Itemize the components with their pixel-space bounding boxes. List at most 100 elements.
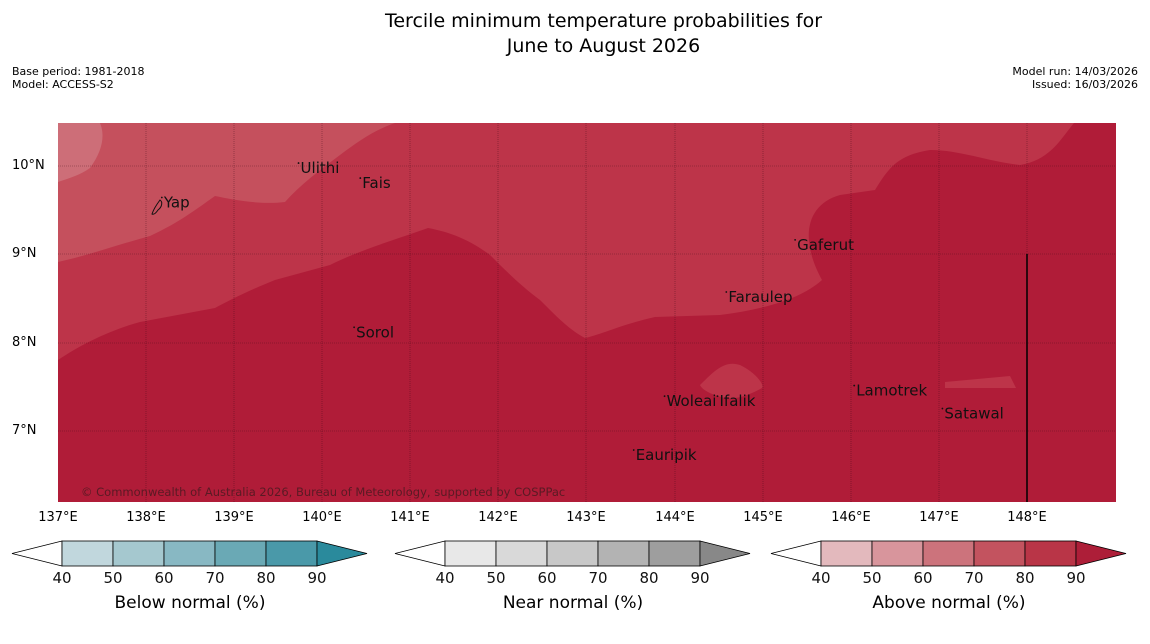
colorbar-near-segment	[495, 540, 548, 567]
lon-label-142e: 142°E	[478, 510, 518, 525]
place-marker	[297, 162, 300, 164]
place-marker	[794, 238, 797, 241]
colorbar-near-segment	[546, 540, 599, 567]
lon-label-148e: 148°E	[1007, 510, 1047, 525]
place-marker	[663, 395, 666, 398]
place-label: Faraulep	[728, 288, 792, 306]
colorbar-below-tick: 40	[52, 569, 71, 587]
colorbar-below-min-extend	[11, 540, 63, 567]
colorbar-near-segment	[444, 540, 497, 567]
colorbar-near-segment	[648, 540, 701, 567]
lon-label-138e: 138°E	[126, 510, 166, 525]
place-marker	[725, 291, 728, 293]
place-label: Lamotrek	[856, 382, 927, 400]
colorbar-near-tick: 80	[639, 569, 658, 587]
place-marker	[353, 326, 356, 329]
colorbar-above-segment	[1024, 540, 1077, 567]
colorbar-below-max-extend	[316, 540, 368, 567]
prob-zone-80	[58, 123, 1074, 360]
colorbar-label-above: Above normal (%)	[872, 593, 1026, 613]
prob-zone-80-patch	[700, 363, 763, 399]
place-label: Yap	[163, 194, 190, 212]
lon-label-137e: 137°E	[38, 510, 78, 525]
lon-label-139e: 139°E	[214, 510, 254, 525]
lat-label-9n: 9°N	[12, 246, 37, 261]
colorbar-above-max-extend	[1075, 540, 1127, 567]
map-title: Tercile minimum temperature probabilitie…	[0, 9, 1150, 59]
lon-label-141e: 141°E	[390, 510, 430, 525]
meta-right: Model run: 14/03/2026 Issued: 16/03/2026	[1012, 65, 1138, 91]
prob-zone-70	[58, 123, 395, 262]
place-label: Ulithi	[301, 159, 340, 177]
place-label: Gaferut	[797, 236, 854, 254]
place-label: Satawal	[944, 405, 1003, 423]
colorbars-svg: 40 50 60 70 80 90 40 50 60 70 80 90 40 50 60 70 80 90	[11, 540, 1127, 587]
colorbar-above-tick: 80	[1015, 569, 1034, 587]
colorbar-near-tick: 90	[690, 569, 709, 587]
colorbar-below-tick: 90	[307, 569, 326, 587]
title-line-1: Tercile minimum temperature probabilitie…	[384, 10, 823, 32]
colorbar-above-segment	[820, 540, 873, 567]
colorbar-above-tick: 70	[964, 569, 983, 587]
lat-label-8n: 8°N	[12, 335, 37, 350]
place-marker	[853, 384, 856, 387]
model-run: Model run: 14/03/2026	[1012, 65, 1138, 78]
lat-label-10n: 10°N	[12, 158, 45, 173]
colorbar-below-tick: 60	[154, 569, 173, 587]
place-label: Fais	[362, 174, 391, 192]
lat-label-7n: 7°N	[12, 423, 37, 438]
colorbar-above-tick: 50	[862, 569, 881, 587]
lon-label-146e: 146°E	[831, 510, 871, 525]
colorbar-above-tick: 60	[913, 569, 932, 587]
colorbar-near-segment	[597, 540, 650, 567]
colorbar-near-min-extend	[394, 540, 446, 567]
place-label: Sorol	[356, 323, 394, 341]
base-period: Base period: 1981-2018	[12, 65, 145, 78]
yap-island-outline	[151, 199, 163, 215]
place-label: Eauripik	[636, 446, 697, 464]
place-marker	[941, 407, 944, 410]
colorbar-near-max-extend	[699, 540, 751, 567]
colorbar-below-segment	[265, 540, 318, 567]
colorbar-below-tick: 80	[256, 569, 275, 587]
colorbar-below-tick: 50	[103, 569, 122, 587]
colorbar-above-tick: 90	[1066, 569, 1085, 587]
colorbar-near-tick: 40	[435, 569, 454, 587]
lon-label-147e: 147°E	[919, 510, 959, 525]
place-labels: Yap Ulithi Fais Gaferut Faraulep Sorol Lamotre…	[160, 159, 1004, 464]
meta-left: Base period: 1981-2018 Model: ACCESS-S2	[12, 65, 144, 91]
place-marker	[632, 449, 635, 451]
lon-label-140e: 140°E	[302, 510, 342, 525]
colorbar-below-segment	[214, 540, 267, 567]
place-marker	[716, 395, 719, 398]
graticule	[58, 123, 1116, 502]
colorbar-above-min-extend	[770, 540, 822, 567]
colorbar-below-segment	[61, 540, 114, 567]
lon-label-143e: 143°E	[566, 510, 606, 525]
colorbar-near-tick: 70	[588, 569, 607, 587]
prob-zone-60	[58, 123, 103, 182]
issued-date: Issued: 16/03/2026	[1031, 78, 1138, 91]
prob-zone-80-patch-east	[945, 376, 1016, 388]
colorbar-near-tick: 50	[486, 569, 505, 587]
place-label: Ifalik	[720, 392, 756, 410]
title-line-2: June to August 2026	[506, 35, 701, 57]
colorbar-label-near: Near normal (%)	[502, 593, 644, 613]
model-name: Model: ACCESS-S2	[12, 78, 114, 91]
colorbar-near-tick: 60	[537, 569, 556, 587]
place-marker	[160, 196, 163, 199]
colorbar-above-segment	[973, 540, 1026, 567]
colorbar-below-segment	[163, 540, 216, 567]
lon-label-144e: 144°E	[655, 510, 695, 525]
colorbar-above-segment	[922, 540, 975, 567]
colorbar-above-segment	[871, 540, 924, 567]
colorbar-below-segment	[112, 540, 165, 567]
lon-label-145e: 145°E	[743, 510, 783, 525]
place-label: Woleai	[667, 392, 717, 410]
colorbar-below-tick: 70	[205, 569, 224, 587]
colorbar-above-tick: 40	[811, 569, 830, 587]
copyright-text: © Commonwealth of Australia 2026, Bureau…	[81, 485, 565, 499]
colorbar-label-below: Below normal (%)	[114, 593, 266, 613]
place-marker	[359, 177, 362, 179]
